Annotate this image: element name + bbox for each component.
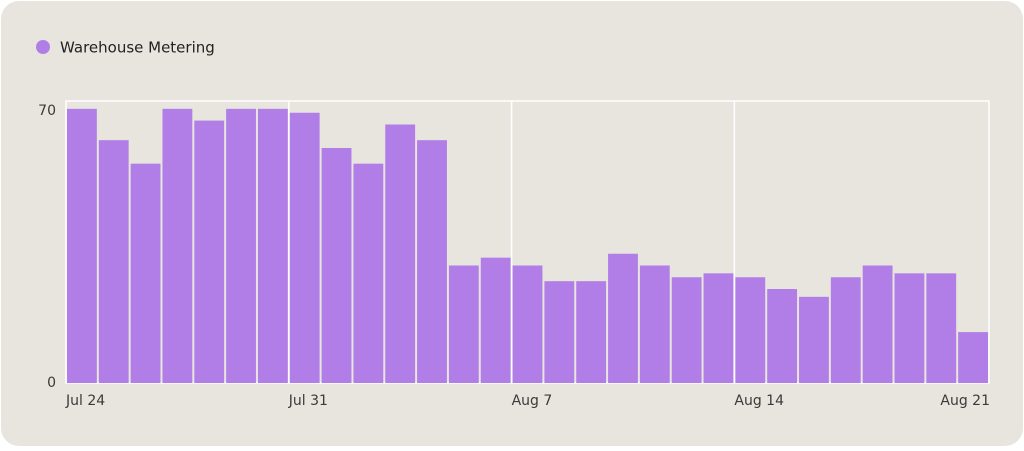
bar xyxy=(67,108,97,383)
bar xyxy=(958,332,988,383)
bar xyxy=(767,289,798,383)
x-tick-label: Aug 7 xyxy=(512,393,553,409)
bar xyxy=(926,273,957,383)
bar xyxy=(894,273,925,383)
bar xyxy=(257,108,288,383)
bar xyxy=(417,140,447,383)
y-tick-label: 0 xyxy=(47,375,56,391)
bar xyxy=(353,163,384,383)
x-tick-label: Jul 31 xyxy=(288,393,328,409)
bar xyxy=(480,257,511,383)
bar xyxy=(639,265,670,383)
bar xyxy=(576,281,607,383)
bar xyxy=(289,112,320,383)
bar xyxy=(671,277,702,383)
x-tick-label: Aug 14 xyxy=(734,393,784,409)
bar xyxy=(385,124,416,383)
bar xyxy=(162,108,193,383)
bar xyxy=(703,273,734,383)
legend-label: Warehouse Metering xyxy=(60,39,215,57)
legend-swatch xyxy=(36,40,50,54)
bar xyxy=(512,265,543,383)
bar xyxy=(799,296,829,383)
bar xyxy=(608,253,638,383)
bar xyxy=(448,265,479,383)
bar xyxy=(830,277,861,383)
bar xyxy=(98,140,129,383)
bar xyxy=(226,108,256,383)
x-tick-label: Aug 21 xyxy=(940,393,990,409)
bar xyxy=(735,277,766,383)
bar xyxy=(130,163,161,383)
bar xyxy=(194,120,225,383)
y-tick-label: 70 xyxy=(38,103,56,119)
x-tick-label: Jul 24 xyxy=(65,393,105,409)
bar xyxy=(862,265,893,383)
bar xyxy=(321,148,352,383)
bar xyxy=(544,281,575,383)
